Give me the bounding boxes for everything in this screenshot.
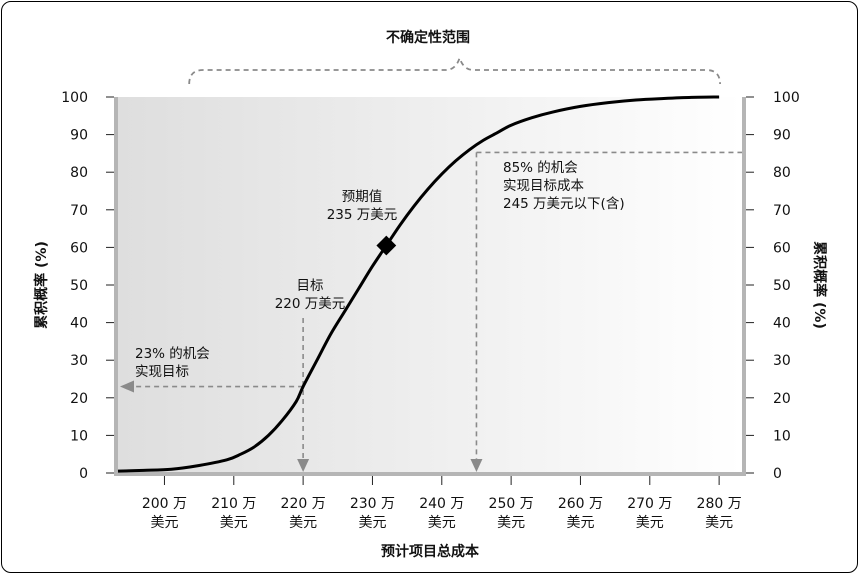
y-tick-label: 30 (70, 353, 88, 369)
x-tick-label: 250 万美元 (489, 496, 534, 531)
x-tick-label: 270 万美元 (627, 496, 672, 531)
chart-title: 不确定性范围 (386, 29, 470, 46)
y-tick-label: 100 (773, 90, 800, 106)
x-tick-label: 210 万美元 (211, 496, 256, 531)
y-tick-label: 60 (773, 240, 791, 256)
right-y-axis-label: 累积概率 (%) (811, 241, 828, 329)
target-arrow-down (297, 459, 310, 472)
y-tick-label: 10 (773, 428, 791, 444)
y-tick-label: 80 (773, 165, 791, 181)
x-tick-label: 240 万美元 (419, 496, 464, 531)
cumulative-probability-curve (117, 95, 720, 473)
y-tick-label: 30 (773, 353, 791, 369)
y-tick-label: 80 (70, 165, 88, 181)
y-tick-label: 10 (70, 428, 88, 444)
y-tick-label: 0 (773, 466, 782, 482)
y-tick-label: 90 (70, 128, 88, 144)
x-axis-label: 预计项目总成本 (381, 543, 480, 560)
dashed-guides (120, 151, 742, 472)
y-tick-label: 90 (773, 128, 791, 144)
y-tick-label: 60 (70, 240, 88, 256)
left-y-axis-label: 累积概率 (%) (33, 241, 50, 329)
x-tick-label: 280 万美元 (697, 496, 742, 531)
axes (106, 96, 754, 485)
x-tick-label: 230 万美元 (350, 496, 395, 531)
y-tick-label: 50 (70, 278, 88, 294)
y-tick-label: 100 (61, 90, 88, 106)
y-tick-label: 20 (773, 391, 791, 407)
x-tick-label: 220 万美元 (281, 496, 326, 531)
x-tick-label: 200 万美元 (142, 496, 187, 531)
y-tick-label: 0 (79, 466, 88, 482)
uncertainty-bracket (188, 55, 721, 85)
target-label: 目标 220 万美元 (275, 278, 346, 312)
chance-arrow-left (120, 380, 134, 393)
target-chance-label: 23% 的机会实现目标 (135, 346, 210, 380)
y-tick-label: 40 (773, 316, 791, 332)
x-tick-label: 260 万美元 (558, 496, 603, 531)
expected-value-markers (376, 235, 397, 256)
expected-value-label: 预期值 235 万美元 (327, 189, 398, 223)
p85-arrow-down (470, 459, 483, 472)
left-y-tick-labels: 0 10 20 30 40 50 60 70 80 90 100 (61, 90, 88, 482)
y-tick-label: 40 (70, 316, 88, 332)
y-tick-label: 70 (70, 203, 88, 219)
y-tick-label: 70 (773, 203, 791, 219)
x-tick-labels: 200 万美元 210 万美元 220 万美元 230 万美元 240 万美元 250 万… (142, 496, 742, 531)
p85-chance-label: 85% 的机会实现目标成本 245 万美元以下(含) (503, 160, 625, 212)
y-tick-label: 20 (70, 391, 88, 407)
y-tick-label: 50 (773, 278, 791, 294)
plot-area-background (118, 97, 742, 473)
right-y-tick-labels: 0 10 20 30 40 50 60 70 80 90 100 (773, 90, 800, 482)
expected-value-diamond (376, 235, 397, 256)
